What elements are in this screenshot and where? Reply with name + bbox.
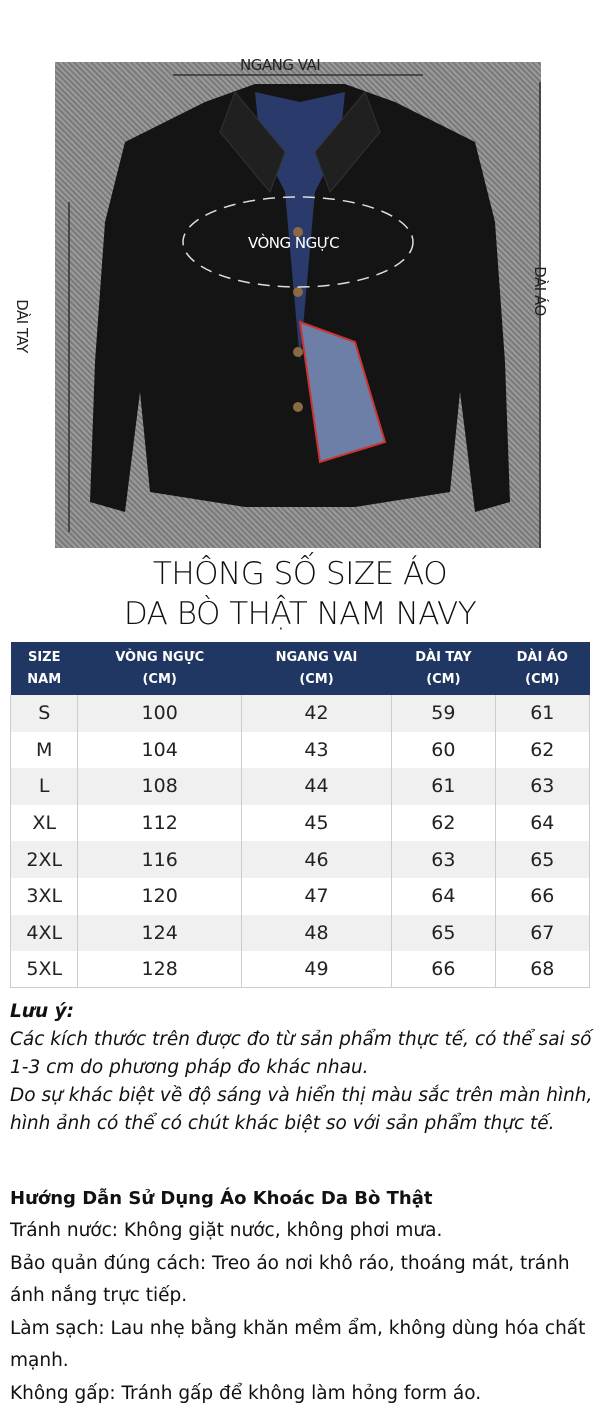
guide-heading: Hướng Dẫn Sử Dụng Áo Khoác Da Bò Thật [10,1188,433,1209]
table-cell: 66 [391,951,496,989]
guide-item: Làm sạch: Lau nhẹ bằng khăn mềm ẩm, khôn… [10,1317,586,1372]
table-cell: 3XL [9,877,79,915]
table-cell: 64 [391,877,496,915]
column-header-text: VÒNG NGỰC [115,649,205,665]
note-line: Do sự khác biệt về độ sáng và hiển thị m… [10,1085,593,1134]
table-cell: 108 [77,768,242,805]
table-row: 2XL 116 46 63 65 [9,841,591,878]
care-guide: Hướng Dẫn Sử Dụng Áo Khoác Da Bò Thật Tr… [10,1185,600,1410]
table-cell: 49 [240,951,393,989]
table-cell: 65 [391,914,496,952]
table-row: 3XL 120 47 64 66 [9,877,591,915]
table-cell: 116 [77,841,242,878]
page-title-line1: THÔNG SỐ SIZE ÁO [152,556,448,592]
column-header-text: DÀI TAY [415,649,472,665]
column-header-text: (CM) [426,671,461,687]
table-cell: S [9,695,79,732]
table-cell: 100 [77,695,242,732]
guide-item: Bảo quản đúng cách: Treo áo nơi khô ráo,… [10,1252,570,1307]
table-cell: 5XL [9,951,79,989]
table-cell: 63 [494,768,591,805]
column-header: DÀI TAY (CM) [391,642,496,695]
table-cell: 124 [77,914,242,952]
column-header-text: DÀI ÁO [516,649,568,665]
table-cell: L [9,768,79,805]
column-header-text: (CM) [525,671,560,687]
table-cell: 64 [494,804,591,842]
table-cell: 120 [77,877,242,915]
table-cell: M [9,731,79,769]
length-label: DÀI ÁO [530,266,549,316]
column-header: VÒNG NGỰC (CM) [77,642,242,695]
table-cell: 48 [240,914,393,952]
table-cell: XL [9,804,79,842]
table-cell: 59 [391,695,496,732]
table-cell: 65 [494,841,591,878]
table-cell: 2XL [9,841,79,878]
table-cell: 45 [240,804,393,842]
table-cell: 62 [391,804,496,842]
table-cell: 67 [494,914,591,952]
table-cell: 4XL [9,914,79,952]
table-cell: 61 [391,768,496,805]
guide-item: Tránh nước: Không giặt nước, không phơi … [10,1220,443,1241]
column-header: SIZE NAM [10,642,78,695]
column-header-text: SIZE [27,649,61,665]
table-cell: 104 [77,731,242,769]
column-header: DÀI ÁO (CM) [495,642,590,695]
table-row: M 104 43 60 62 [9,731,591,769]
table-cell: 61 [494,695,591,732]
note-line: Các kích thước trên được đo từ sản phẩm … [10,1029,592,1078]
column-header-text: (CM) [142,671,177,687]
column-header-text: NAM [27,671,62,687]
jacket-photo: NGANG VAI VÒNG NGỰC DÀI ÁO DÀI TAY [13,56,549,548]
guide-item: Không gấp: Tránh gấp để không làm hỏng f… [10,1382,482,1404]
table-cell: 46 [240,841,393,878]
table-cell: 43 [240,731,393,769]
table-cell: 62 [494,731,591,769]
table-row: 5XL 128 49 66 68 [9,951,591,989]
note-heading: Lưu ý: [10,1001,75,1022]
sleeve-label: DÀI TAY [12,299,31,353]
chest-label: VÒNG NGỰC [248,234,340,252]
page-title-line2: DA BÒ THẬT NAM NAVY [123,596,477,632]
jacket-illustration [68,74,541,548]
column-header: NGANG VAI (CM) [241,642,392,695]
size-table: SIZE NAM VÒNG NGỰC (CM) NGANG VAI (CM) DÀI TAY… [9,642,591,989]
column-header-text: (CM) [299,671,334,687]
table-row: XL 112 45 62 64 [9,804,591,842]
table-cell: 128 [77,951,242,989]
table-cell: 47 [240,877,393,915]
table-cell: 63 [391,841,496,878]
table-cell: 44 [240,768,393,805]
table-row: S 100 42 59 61 [9,695,591,732]
table-row: 4XL 124 48 65 67 [9,914,591,952]
column-header-text: NGANG VAI [275,649,358,665]
table-row: L 108 44 61 63 [9,768,591,805]
table-cell: 60 [391,731,496,769]
shoulder-label: NGANG VAI [240,56,321,74]
table-cell: 42 [240,695,393,732]
note-section: Lưu ý: Các kích thước trên được đo từ sả… [10,998,595,1138]
table-cell: 68 [494,951,591,989]
table-cell: 112 [77,804,242,842]
table-cell: 66 [494,877,591,915]
